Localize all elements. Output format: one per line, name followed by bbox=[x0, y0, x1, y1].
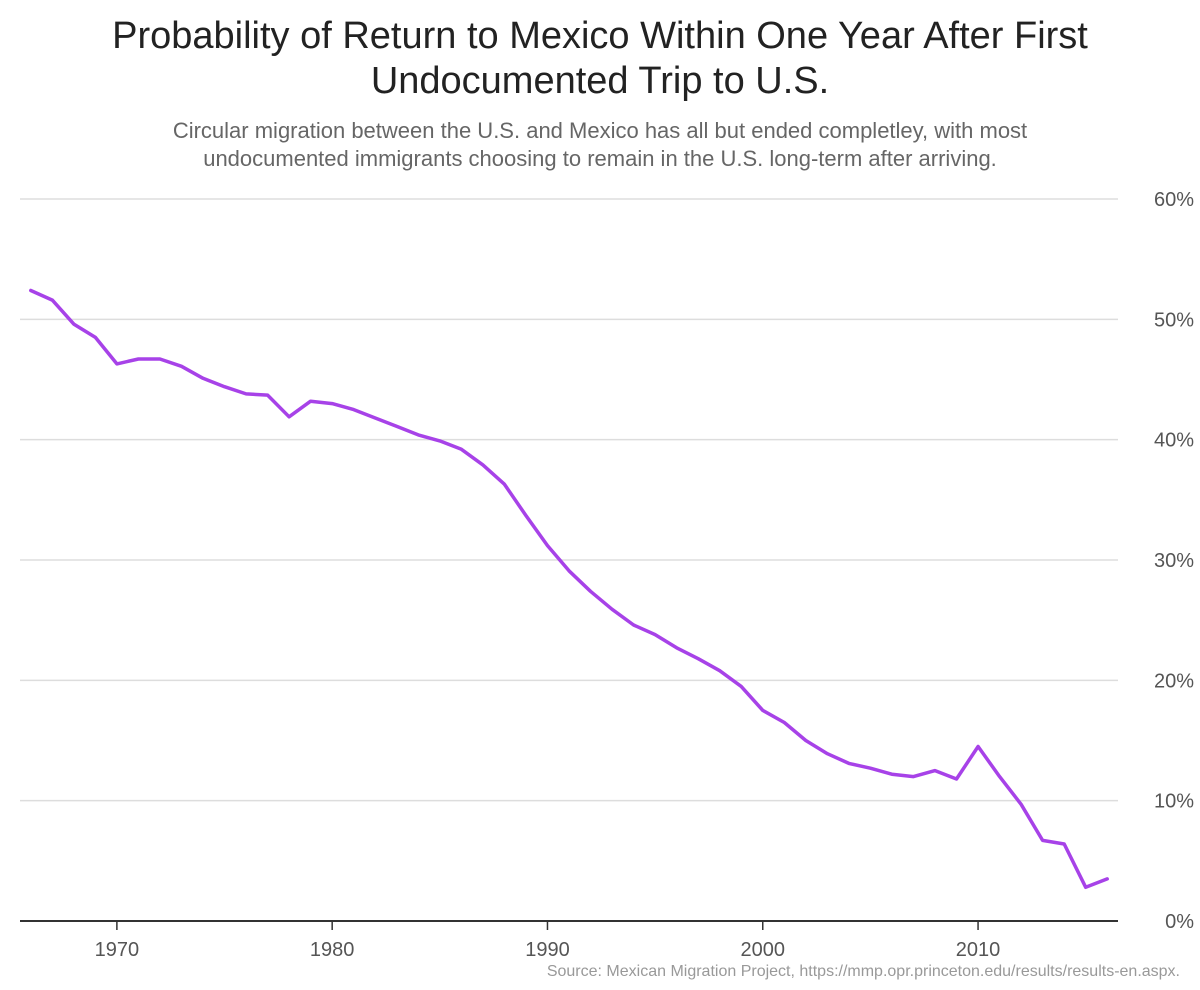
data-point bbox=[1019, 803, 1023, 806]
data-point bbox=[869, 766, 872, 770]
data-point bbox=[94, 336, 97, 339]
y-tick-label: 30% bbox=[1154, 550, 1194, 572]
source-note: Source: Mexican Migration Project, https… bbox=[546, 963, 1180, 980]
chart-subtitle-line: Circular migration between the U.S. and … bbox=[172, 118, 1028, 143]
data-point bbox=[761, 709, 764, 712]
series-line bbox=[29, 288, 1109, 890]
data-point bbox=[653, 633, 657, 636]
data-point bbox=[72, 322, 76, 326]
x-tick-label: 1980 bbox=[310, 939, 355, 961]
data-point bbox=[567, 569, 571, 573]
data-point bbox=[287, 415, 291, 419]
data-point bbox=[955, 777, 958, 781]
y-axis: 0% 10% 20% 30% 40% 50% 60% bbox=[1154, 189, 1194, 933]
series-layer bbox=[29, 288, 1109, 890]
data-point bbox=[481, 463, 485, 467]
chart-subtitle: Circular migration between the U.S. and … bbox=[0, 117, 1200, 173]
data-point bbox=[330, 402, 334, 405]
data-point bbox=[29, 289, 32, 292]
data-point bbox=[503, 482, 506, 486]
data-point bbox=[998, 775, 1001, 778]
data-point bbox=[417, 433, 420, 437]
data-point bbox=[675, 646, 678, 650]
data-point bbox=[740, 685, 743, 688]
data-point bbox=[718, 669, 721, 672]
x-axis: 1970 1980 1990 2000 2010 bbox=[20, 920, 1118, 961]
data-point bbox=[912, 775, 915, 778]
data-point bbox=[976, 745, 980, 748]
data-point bbox=[783, 721, 786, 724]
data-point bbox=[589, 590, 592, 593]
data-point bbox=[1106, 877, 1109, 881]
data-point bbox=[1041, 839, 1044, 842]
chart-title: Probability of Return to Mexico Within O… bbox=[0, 14, 1200, 104]
y-tick-label: 0% bbox=[1165, 911, 1194, 933]
data-point bbox=[933, 769, 937, 772]
chart-subtitle-line: undocumented immigrants choosing to rema… bbox=[203, 146, 997, 171]
data-point bbox=[804, 739, 808, 742]
data-point bbox=[460, 448, 463, 451]
data-point bbox=[1062, 842, 1066, 846]
y-tick-label: 40% bbox=[1154, 430, 1194, 452]
x-tick-label: 1990 bbox=[525, 939, 570, 961]
x-tick-label: 2010 bbox=[956, 939, 1001, 961]
data-point bbox=[610, 608, 614, 611]
data-point bbox=[524, 514, 528, 517]
data-point bbox=[223, 385, 226, 388]
data-point bbox=[395, 425, 398, 428]
y-tick-label: 20% bbox=[1154, 670, 1194, 692]
y-tick-label: 50% bbox=[1154, 309, 1194, 331]
y-tick-label: 60% bbox=[1154, 189, 1194, 211]
data-point bbox=[158, 357, 162, 361]
data-point bbox=[309, 399, 312, 403]
data-point bbox=[374, 416, 377, 420]
data-point bbox=[847, 762, 851, 765]
x-tick-label: 1970 bbox=[95, 939, 140, 961]
y-tick-label: 10% bbox=[1154, 791, 1194, 813]
data-point bbox=[890, 772, 894, 776]
gridlines bbox=[20, 198, 1118, 802]
data-point bbox=[826, 752, 829, 755]
data-point bbox=[244, 392, 248, 396]
data-point bbox=[632, 623, 635, 627]
data-point bbox=[438, 439, 442, 443]
chart-title-line: Undocumented Trip to U.S. bbox=[370, 60, 830, 102]
data-point bbox=[1084, 886, 1087, 889]
data-point bbox=[352, 408, 355, 411]
chart-title-line: Probability of Return to Mexico Within O… bbox=[112, 15, 1088, 57]
data-point bbox=[137, 357, 140, 361]
data-point bbox=[696, 657, 700, 660]
data-point bbox=[115, 362, 119, 366]
data-point bbox=[201, 377, 205, 380]
x-tick-label: 2000 bbox=[741, 939, 786, 961]
data-point bbox=[546, 544, 549, 547]
data-point bbox=[180, 365, 183, 368]
data-point bbox=[51, 298, 54, 302]
data-point bbox=[266, 393, 269, 397]
